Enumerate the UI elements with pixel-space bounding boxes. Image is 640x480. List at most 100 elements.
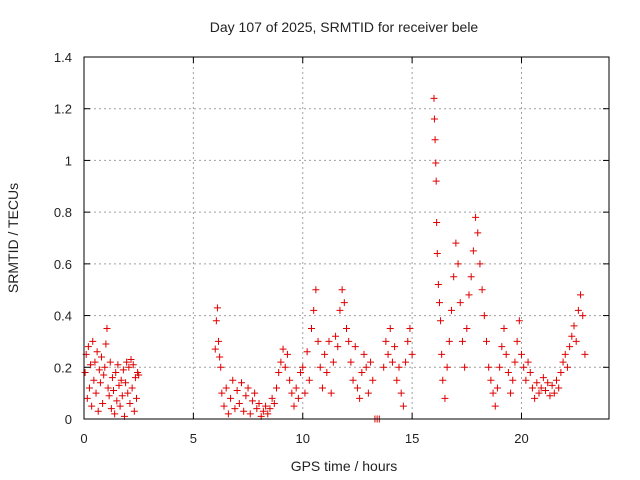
plot-frame: [83, 56, 610, 420]
data-point: [380, 363, 388, 371]
data-point: [550, 389, 558, 397]
data-point: [235, 399, 243, 407]
data-point: [570, 322, 578, 330]
y-tick-label: 0.2: [54, 360, 72, 375]
data-point: [507, 389, 515, 397]
data-point: [218, 389, 226, 397]
data-point: [325, 337, 333, 345]
data-point: [463, 325, 471, 332]
data-point: [404, 337, 412, 345]
data-point: [533, 379, 541, 387]
y-tick-label: 0.6: [54, 257, 72, 272]
data-point: [106, 358, 114, 366]
data-point: [572, 337, 580, 345]
data-point: [310, 306, 318, 314]
data-point: [520, 363, 528, 371]
data-point: [502, 350, 510, 358]
data-point: [277, 358, 285, 366]
data-point: [329, 358, 337, 366]
data-point: [251, 389, 259, 397]
data-point: [561, 350, 569, 358]
data-point: [454, 260, 462, 268]
data-point: [303, 348, 311, 356]
data-point: [240, 407, 248, 415]
data-point: [553, 376, 560, 384]
data-point: [98, 353, 105, 361]
data-point: [431, 136, 439, 144]
y-tick-label: 1: [65, 153, 72, 168]
data-point: [474, 229, 482, 237]
data-point: [268, 394, 276, 402]
grid-lines: [84, 57, 609, 419]
data-point: [119, 366, 127, 374]
data-point: [215, 337, 223, 345]
data-point: [382, 337, 390, 345]
data-point: [384, 350, 392, 358]
x-tick-label: 20: [514, 431, 528, 446]
data-point: [539, 374, 547, 382]
data-point: [500, 325, 508, 332]
data-point: [476, 260, 484, 268]
data-point: [408, 350, 416, 358]
data-point: [124, 389, 132, 397]
data-point: [217, 363, 225, 371]
data-point: [546, 392, 554, 400]
data-point: [515, 317, 523, 325]
data-point: [461, 363, 469, 371]
data-point: [242, 392, 250, 400]
data-point: [579, 312, 587, 320]
y-tick-label: 1.4: [54, 50, 72, 65]
data-point: [262, 402, 270, 410]
data-point: [574, 306, 582, 314]
data-point: [496, 363, 504, 371]
data-point: [388, 358, 396, 366]
data-point: [430, 115, 438, 123]
data-point: [301, 389, 309, 397]
data-point: [233, 387, 241, 395]
y-tick-label: 0.4: [54, 309, 72, 324]
data-point: [107, 405, 115, 413]
data-point: [99, 399, 107, 407]
data-point: [327, 389, 335, 397]
data-point: [89, 337, 97, 345]
x-tick-label: 0: [80, 431, 87, 446]
data-point: [211, 345, 219, 353]
data-point: [568, 332, 576, 340]
data-point: [222, 384, 230, 392]
data-point: [511, 358, 519, 366]
data-point: [465, 291, 473, 299]
data-point: [445, 337, 453, 345]
data-point: [433, 218, 441, 226]
data-point: [129, 361, 137, 369]
data-point: [338, 286, 346, 294]
data-point: [498, 343, 506, 351]
data-point: [104, 384, 112, 392]
data-point: [314, 337, 322, 345]
data-point: [299, 363, 307, 371]
data-point: [253, 405, 261, 413]
data-point: [297, 368, 305, 376]
data-point: [432, 177, 440, 185]
data-point: [487, 376, 495, 384]
data-point: [90, 376, 98, 384]
data-point: [397, 389, 405, 397]
data-point: [432, 159, 440, 167]
data-point: [544, 379, 552, 387]
data-point: [220, 402, 228, 410]
data-point: [286, 376, 294, 384]
data-point: [113, 397, 121, 405]
data-point: [340, 299, 348, 307]
data-point: [111, 410, 119, 418]
data-point: [84, 343, 92, 351]
data-point: [393, 376, 401, 384]
data-point: [537, 384, 545, 392]
data-point: [518, 350, 525, 358]
data-point: [406, 325, 414, 332]
data-point: [281, 363, 289, 371]
data-point: [101, 363, 109, 371]
data-point: [450, 273, 458, 281]
data-point: [343, 325, 350, 332]
data-point: [305, 376, 313, 384]
data-point: [88, 402, 96, 410]
data-point: [435, 299, 443, 307]
